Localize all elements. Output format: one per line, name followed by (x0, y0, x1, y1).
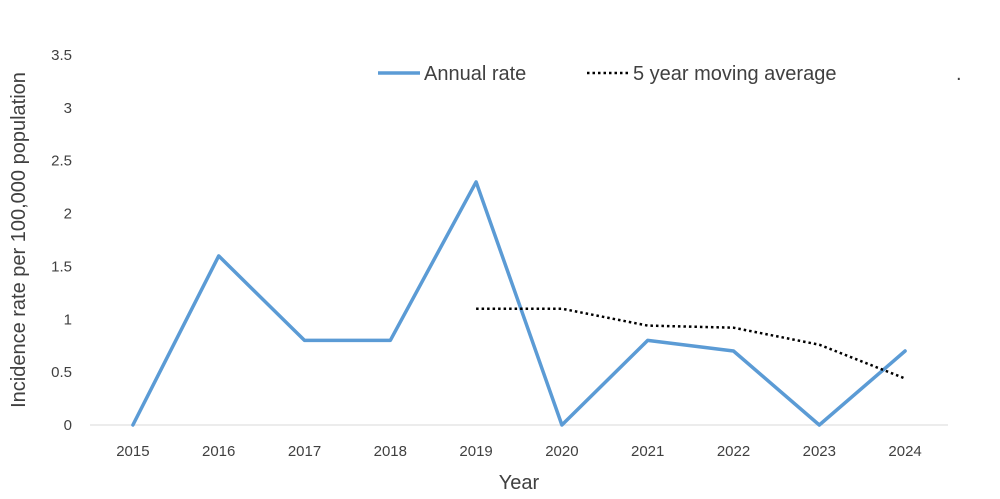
x-tick-label: 2021 (631, 443, 664, 460)
x-axis-ticks: 2015 2016 2017 2018 2019 2020 2021 2022 2023 2024 (116, 443, 922, 460)
y-tick-label: 0.5 (51, 364, 72, 381)
legend-trailing-mark: . (956, 63, 962, 85)
legend: Annual rate 5 year moving average . (378, 63, 962, 85)
y-tick-label: 1 (64, 311, 72, 328)
x-tick-label: 2023 (803, 443, 836, 460)
x-tick-label: 2022 (717, 443, 750, 460)
y-tick-label: 2.5 (51, 153, 72, 170)
series-layer (131, 180, 907, 427)
x-tick-label: 2015 (116, 443, 149, 460)
legend-label-moving-average: 5 year moving average (633, 63, 836, 85)
y-axis-title: Incidence rate per 100,000 population (8, 72, 30, 408)
y-tick-label: 2 (64, 206, 72, 223)
y-tick-label: 3 (64, 100, 72, 117)
y-tick-label: 1.5 (51, 258, 72, 275)
x-tick-label: 2016 (202, 443, 235, 460)
y-axis-ticks: 0 0.5 1 1.5 2 2.5 3 3.5 (51, 47, 72, 434)
x-tick-label: 2019 (459, 443, 492, 460)
x-tick-label: 2017 (288, 443, 321, 460)
legend-label-annual-rate: Annual rate (424, 63, 526, 85)
series-line-annual-rate (131, 180, 907, 427)
series-line-5-year-moving-average (476, 307, 906, 380)
x-tick-label: 2024 (888, 443, 921, 460)
y-tick-label: 0 (64, 417, 72, 434)
y-tick-label: 3.5 (51, 47, 72, 64)
x-axis-title: Year (499, 472, 540, 494)
x-tick-label: 2020 (545, 443, 578, 460)
plot-area: 0 0.5 1 1.5 2 2.5 3 3.5 2015 2016 2017 2018 2019 202… (51, 47, 948, 460)
x-tick-label: 2018 (374, 443, 407, 460)
